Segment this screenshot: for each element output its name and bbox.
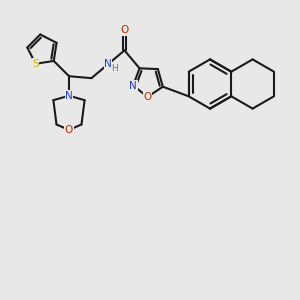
Text: N: N xyxy=(129,80,137,91)
Text: O: O xyxy=(120,25,129,35)
Text: S: S xyxy=(32,59,39,69)
Text: O: O xyxy=(65,125,73,135)
Text: N: N xyxy=(65,91,73,101)
Text: N: N xyxy=(104,59,112,69)
Text: O: O xyxy=(143,92,152,102)
Text: H: H xyxy=(111,64,118,73)
